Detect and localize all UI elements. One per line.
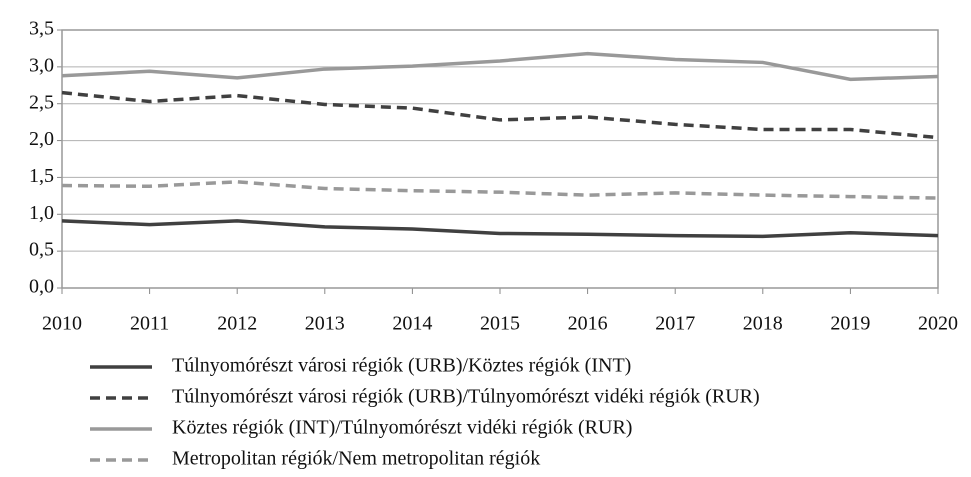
x-tick-label: 2014 — [392, 313, 432, 335]
x-tick-label: 2020 — [918, 313, 958, 335]
x-tick-label: 2016 — [568, 313, 608, 335]
legend-label: Metropolitan régiók/Nem metropolitan rég… — [172, 448, 540, 470]
x-tick-label: 2017 — [655, 313, 695, 335]
x-tick-label: 2011 — [130, 313, 169, 335]
y-tick-label: 3,0 — [29, 54, 54, 76]
x-tick-label: 2012 — [217, 313, 257, 335]
legend-label: Köztes régiók (INT)/Túlnyomórészt vidéki… — [172, 417, 632, 439]
series-line — [61, 180, 939, 200]
x-tick-label: 2013 — [305, 313, 345, 335]
x-tick-label: 2019 — [830, 313, 870, 335]
x-tick-label: 2015 — [480, 313, 520, 335]
series-line — [61, 219, 939, 239]
y-tick-label: 2,5 — [29, 91, 54, 113]
y-tick-label: 3,5 — [29, 18, 54, 40]
x-tick-label: 2010 — [42, 313, 82, 335]
y-tick-label: 0,5 — [29, 239, 54, 261]
legend-label: Túlnyomórészt városi régiók (URB)/Túlnyo… — [172, 386, 760, 408]
legend-label: Túlnyomórészt városi régiók (URB)/Köztes… — [172, 355, 631, 377]
series-line — [61, 90, 939, 140]
y-tick-label: 2,0 — [29, 128, 54, 150]
y-tick-label: 1,0 — [29, 202, 54, 224]
y-tick-label: 1,5 — [29, 165, 54, 187]
y-tick-label: 0,0 — [29, 276, 54, 298]
plot-frame — [61, 29, 939, 289]
x-tick-label: 2018 — [743, 313, 783, 335]
series-line — [61, 51, 939, 82]
